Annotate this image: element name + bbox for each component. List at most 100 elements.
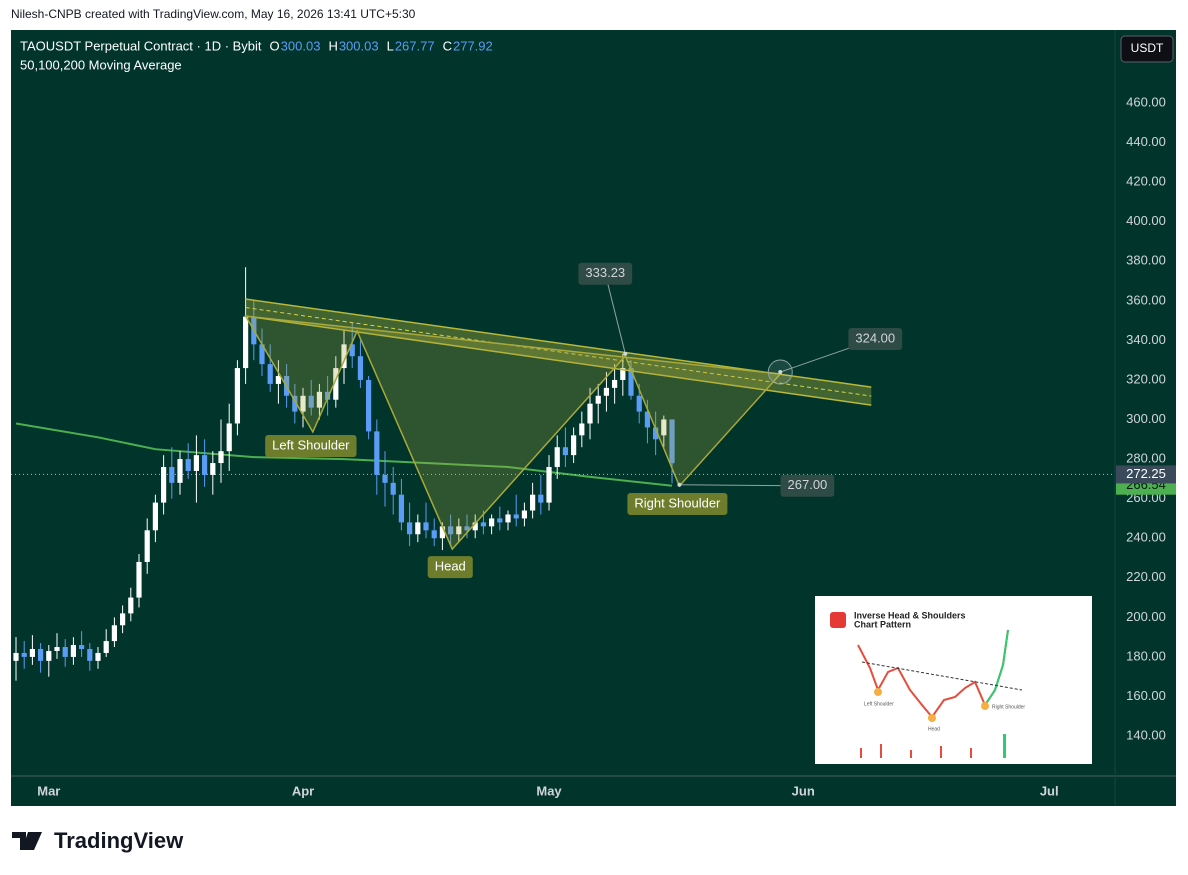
annotation: Right Shoulder bbox=[627, 492, 728, 515]
y-tick-label: 280.00 bbox=[1126, 451, 1166, 466]
candle-body bbox=[538, 494, 544, 503]
candle-body bbox=[571, 435, 577, 456]
candle-body bbox=[169, 466, 175, 483]
candle-body bbox=[562, 447, 569, 456]
annotation-text: 333.23 bbox=[585, 265, 625, 280]
y-tick-label: 140.00 bbox=[1126, 727, 1166, 742]
y-tick-label: 360.00 bbox=[1126, 292, 1166, 307]
candle-body bbox=[144, 530, 150, 562]
inset-marker bbox=[874, 688, 882, 696]
candle-body bbox=[603, 387, 610, 396]
candle-body bbox=[423, 522, 429, 531]
pattern-area bbox=[244, 315, 782, 551]
annotation: Left Shoulder bbox=[265, 434, 357, 457]
candle-body bbox=[54, 647, 60, 651]
plot: Left Shoulder Head Right Shoulder 333.23 324… bbox=[11, 262, 1115, 681]
price-label: 272.25 bbox=[1126, 466, 1166, 481]
candle-body bbox=[120, 613, 126, 626]
button-label[interactable]: USDT bbox=[1131, 41, 1164, 55]
annotation-text: Right Shoulder bbox=[634, 495, 721, 510]
annotation-bg bbox=[627, 492, 728, 515]
legend-title: TAOUSDT Perpetual Contract · 1D · Bybit bbox=[20, 38, 262, 53]
candle-body bbox=[202, 455, 208, 475]
x-tick-label: Jun bbox=[792, 783, 815, 798]
candle-body bbox=[70, 645, 77, 657]
y-tick-label: 180.00 bbox=[1126, 648, 1166, 663]
inset-marker bbox=[981, 702, 989, 710]
y-tick-label: 300.00 bbox=[1126, 411, 1166, 426]
candle-body bbox=[595, 395, 601, 404]
annotation: 324.00 bbox=[848, 328, 903, 351]
candle-body bbox=[644, 411, 651, 428]
candle-body bbox=[439, 526, 446, 539]
button-bg[interactable] bbox=[1120, 35, 1174, 63]
candle-body bbox=[62, 647, 68, 657]
inset-volume-bar bbox=[940, 746, 942, 758]
inset-volume-bar bbox=[1003, 734, 1006, 758]
x-tick-label: May bbox=[536, 783, 562, 798]
candle-body bbox=[407, 522, 413, 535]
y-tick-label: 400.00 bbox=[1126, 213, 1166, 228]
candle-body bbox=[316, 391, 323, 408]
annotation-text: Left Shoulder bbox=[272, 437, 350, 452]
candle-body bbox=[505, 514, 511, 523]
candle-body bbox=[275, 375, 282, 384]
inset-image: Inverse Head & Shoulders Chart Pattern L… bbox=[815, 596, 1092, 764]
currency-button[interactable]: USDT bbox=[1120, 35, 1174, 63]
candle-body bbox=[210, 463, 216, 475]
legend-key: C bbox=[443, 38, 452, 53]
annotation-bg bbox=[427, 556, 473, 579]
candle-body bbox=[136, 561, 142, 598]
y-tick-label: 420.00 bbox=[1126, 174, 1166, 189]
candle-body bbox=[325, 391, 331, 400]
annotation-text: 267.00 bbox=[788, 477, 828, 492]
inset-bg bbox=[815, 596, 1092, 764]
candle-body bbox=[292, 395, 298, 412]
price-label-bg bbox=[1116, 465, 1176, 484]
candle-body bbox=[489, 518, 495, 527]
candle-body bbox=[103, 641, 109, 653]
candle-body bbox=[620, 368, 626, 380]
y-tick-label: 460.00 bbox=[1126, 94, 1166, 109]
header: Nilesh-CNPB created with TradingView.com… bbox=[11, 7, 416, 21]
candle-body bbox=[636, 395, 642, 412]
candle-body bbox=[243, 316, 249, 369]
legend-subtitle: 50,100,200 Moving Average bbox=[20, 57, 182, 72]
candle-body bbox=[21, 652, 27, 657]
candle-body bbox=[95, 652, 101, 661]
candle-body bbox=[390, 482, 396, 495]
annotation: 333.23 bbox=[578, 262, 633, 285]
inset-label: Head bbox=[928, 726, 940, 732]
candle-body bbox=[653, 427, 659, 440]
candle-body bbox=[259, 344, 265, 365]
candle-body bbox=[185, 459, 191, 471]
y-tick-label: 380.00 bbox=[1126, 253, 1166, 268]
inset-neckline bbox=[861, 661, 1023, 691]
candle-body bbox=[382, 474, 388, 483]
candle-body bbox=[300, 395, 306, 412]
legend-value: 300.03 bbox=[281, 38, 321, 53]
legend-key: L bbox=[387, 38, 394, 53]
candle-body bbox=[513, 514, 519, 519]
annotation: 267.00 bbox=[780, 474, 835, 497]
inset-volume-bar bbox=[970, 748, 972, 758]
callout-line bbox=[604, 273, 626, 354]
candle-body bbox=[415, 522, 421, 535]
candle-body bbox=[472, 522, 478, 531]
candle-body bbox=[267, 364, 273, 384]
callout-dot bbox=[677, 482, 682, 487]
candle-body bbox=[46, 650, 52, 661]
candle-body bbox=[341, 344, 347, 369]
candle-body bbox=[464, 526, 470, 531]
candle-body bbox=[349, 344, 355, 357]
candle-body bbox=[13, 652, 19, 661]
logo-mark bbox=[12, 832, 42, 850]
y-tick-label: 200.00 bbox=[1126, 609, 1166, 624]
candle-body bbox=[448, 526, 454, 535]
candle-body bbox=[579, 423, 585, 436]
candle-body bbox=[521, 510, 528, 519]
candle-body bbox=[661, 419, 667, 436]
annotation-bg bbox=[780, 474, 835, 497]
candle-body bbox=[226, 423, 232, 452]
